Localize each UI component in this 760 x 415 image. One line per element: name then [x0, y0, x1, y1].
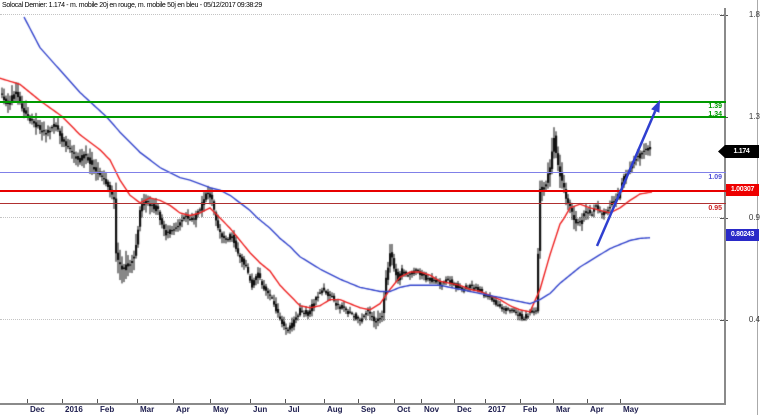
ma50-value-tag: 0.80243: [726, 229, 759, 241]
ma20-value-tag: 1.00307: [726, 184, 759, 196]
level-line-resistance-upper[interactable]: [0, 101, 726, 103]
level-label-level-blue: 1.09: [708, 174, 722, 181]
y-axis: [724, 8, 726, 405]
level-line-support-red[interactable]: [0, 203, 726, 204]
level-label-resistance-lower: 1.34: [708, 111, 722, 118]
x-axis: [0, 403, 726, 405]
level-label-resistance-upper: 1.39: [708, 103, 722, 110]
level-line-resistance-lower[interactable]: [0, 116, 726, 118]
trend-arrow-line[interactable]: [595, 110, 657, 247]
last-price-tag: 1.174: [718, 145, 759, 158]
level-label-support-red: 0.95: [708, 205, 722, 212]
chart-title: Solocal Dernier: 1.174 - m. mobile 20j e…: [2, 2, 262, 9]
level-line-level-blue[interactable]: [0, 172, 726, 173]
level-line-level-red-ma[interactable]: [0, 190, 726, 192]
trend-arrow-head: [651, 100, 660, 113]
